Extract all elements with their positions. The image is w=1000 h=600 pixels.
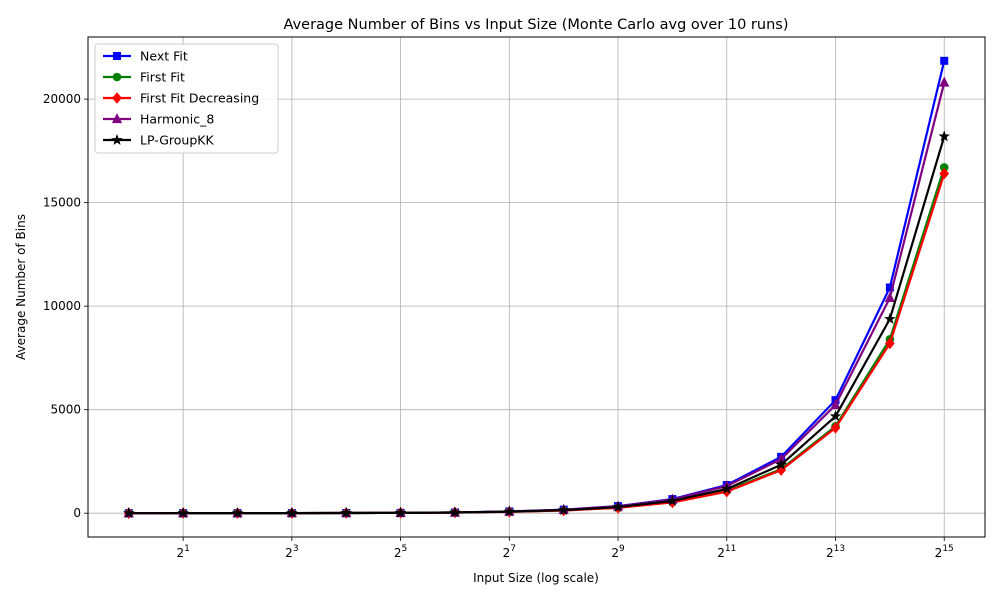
legend-marker xyxy=(112,92,122,104)
legend-item-lp-groupkk: LP-GroupKK xyxy=(103,133,214,148)
x-tick-label: 213 xyxy=(826,544,845,560)
data-point-lp-groupkk xyxy=(775,458,787,470)
data-point-lp-groupkk xyxy=(286,507,298,518)
legend-label: Harmonic_8 xyxy=(140,112,214,127)
data-point-harmonic-8 xyxy=(830,399,841,410)
data-point-first-fit-decreasing xyxy=(939,167,950,180)
data-point-lp-groupkk xyxy=(340,506,352,518)
y-tick-label: 20000 xyxy=(43,92,81,106)
legend-marker xyxy=(111,113,123,124)
x-tick-label: 25 xyxy=(394,544,407,560)
x-tick-label: 29 xyxy=(611,544,625,560)
data-point-lp-groupkk xyxy=(612,500,624,512)
data-point-lp-groupkk xyxy=(557,504,570,516)
legend-item-first-fit-decreasing: First Fit Decreasing xyxy=(103,91,259,106)
legend-marker xyxy=(112,72,122,82)
data-point-lp-groupkk xyxy=(449,506,461,518)
data-point-lp-groupkk xyxy=(394,506,407,518)
series-lp-groupkk xyxy=(123,130,950,519)
data-point-lp-groupkk xyxy=(503,505,516,517)
plot-frame xyxy=(87,36,986,538)
y-tick-label: 0 xyxy=(73,506,81,520)
legend-box xyxy=(94,43,279,154)
data-point-lp-groupkk xyxy=(721,482,733,494)
chart-title: Average Number of Bins vs Input Size (Mo… xyxy=(284,17,789,33)
data-point-lp-groupkk xyxy=(666,494,679,506)
x-tick-label: 23 xyxy=(285,544,298,560)
legend-label: LP-GroupKK xyxy=(140,133,214,148)
series-lines xyxy=(123,56,950,519)
series-line-first-fit-decreasing xyxy=(128,173,946,515)
data-point-lp-groupkk xyxy=(123,507,135,519)
legend-label: First Fit Decreasing xyxy=(140,91,259,106)
x-tick-label: 21 xyxy=(176,544,189,560)
y-tick-label: 15000 xyxy=(43,196,81,210)
data-point-first-fit-decreasing xyxy=(830,422,841,434)
data-point-next-fit xyxy=(940,56,949,65)
legend-label: Next Fit xyxy=(140,49,188,64)
x-tick-label: 215 xyxy=(935,544,954,560)
data-point-lp-groupkk xyxy=(829,410,842,422)
legend-item-first-fit: First Fit xyxy=(103,70,185,85)
series-first-fit-decreasing xyxy=(123,167,950,519)
data-point-lp-groupkk xyxy=(938,130,950,142)
data-point-harmonic-8 xyxy=(884,291,895,302)
legend-item-harmonic-8: Harmonic_8 xyxy=(103,112,214,127)
y-axis-title: Average Number of Bins xyxy=(14,214,28,360)
x-tick-label: 27 xyxy=(503,544,516,560)
y-tick-label: 10000 xyxy=(43,299,81,313)
data-point-first-fit-decreasing xyxy=(885,337,895,350)
series-line-first-fit xyxy=(128,167,946,515)
y-tick-label: 5000 xyxy=(50,403,81,417)
data-point-harmonic-8 xyxy=(939,76,950,87)
data-point-lp-groupkk xyxy=(884,312,896,324)
legend-label: First Fit xyxy=(140,70,185,85)
series-first-fit xyxy=(124,163,949,518)
legend: Next Fit First Fit First Fit Decreasing Har… xyxy=(94,43,279,154)
data-point-lp-groupkk xyxy=(177,507,189,519)
x-tick-label: 211 xyxy=(717,544,736,560)
legend-marker xyxy=(111,133,123,145)
data-point-lp-groupkk xyxy=(231,507,244,519)
grid xyxy=(88,37,985,537)
series-line-lp-groupkk xyxy=(128,136,946,515)
x-axis-title: Input Size (log scale) xyxy=(473,571,599,585)
legend-marker xyxy=(113,52,121,60)
legend-item-next-fit: Next Fit xyxy=(103,49,188,64)
axis-ticks: 21 23 25 27 29 211 213 215 0 5000 10000 15000 20000 xyxy=(43,92,954,560)
